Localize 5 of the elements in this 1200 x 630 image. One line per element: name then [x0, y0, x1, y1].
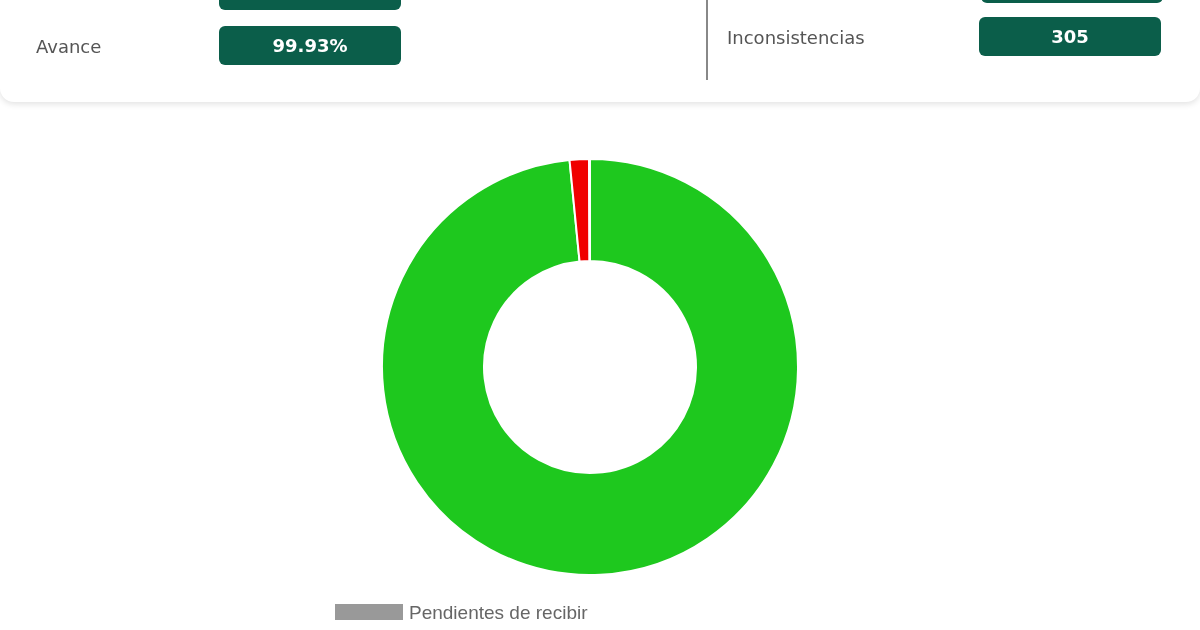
text: Avance [36, 36, 102, 57]
text: 305 [979, 17, 1161, 56]
text: 99.93% [219, 26, 401, 65]
text: Inconsistencias [727, 27, 865, 48]
legend-label: Pendientes de recibir [409, 601, 589, 623]
